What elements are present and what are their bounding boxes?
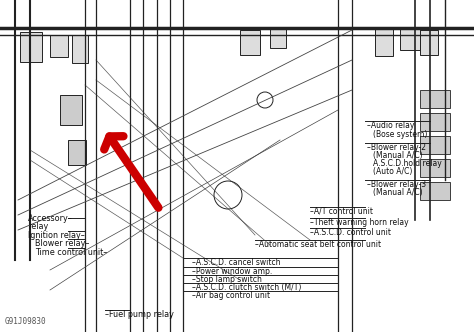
FancyBboxPatch shape bbox=[400, 28, 420, 50]
Text: –A.S.C.D. cancel switch: –A.S.C.D. cancel switch bbox=[192, 258, 281, 267]
Text: Ignition relay–: Ignition relay– bbox=[28, 231, 85, 240]
Text: –A/T control unit: –A/T control unit bbox=[310, 207, 373, 216]
Text: –Audio relay: –Audio relay bbox=[367, 121, 414, 130]
Text: –Air bag control unit: –Air bag control unit bbox=[192, 291, 270, 300]
Text: –A.S.C.D. control unit: –A.S.C.D. control unit bbox=[310, 228, 391, 237]
Text: –Blower relay-2: –Blower relay-2 bbox=[367, 143, 426, 152]
Text: G91J09830: G91J09830 bbox=[5, 317, 46, 326]
FancyBboxPatch shape bbox=[420, 113, 450, 131]
Text: relay: relay bbox=[28, 222, 48, 231]
Text: (Manual A/C): (Manual A/C) bbox=[373, 188, 423, 197]
Text: –A.S.C.D. clutch switch (M/T): –A.S.C.D. clutch switch (M/T) bbox=[192, 283, 301, 292]
Text: Blower relay–: Blower relay– bbox=[35, 239, 90, 248]
Text: –Automatic seat belt control unit: –Automatic seat belt control unit bbox=[255, 240, 381, 249]
FancyBboxPatch shape bbox=[270, 28, 286, 48]
FancyBboxPatch shape bbox=[420, 159, 450, 177]
Text: (Bose system): (Bose system) bbox=[373, 130, 428, 139]
Text: –Stop lamp switch: –Stop lamp switch bbox=[192, 275, 262, 284]
Text: Time control unit–: Time control unit– bbox=[35, 248, 107, 257]
Text: (Manual A/C): (Manual A/C) bbox=[373, 151, 423, 160]
FancyBboxPatch shape bbox=[375, 28, 393, 56]
FancyBboxPatch shape bbox=[68, 140, 86, 165]
Text: –Fuel pump relay: –Fuel pump relay bbox=[105, 310, 174, 319]
FancyBboxPatch shape bbox=[420, 30, 438, 55]
FancyBboxPatch shape bbox=[72, 35, 88, 63]
Text: –Power window amp.: –Power window amp. bbox=[192, 267, 272, 276]
FancyBboxPatch shape bbox=[20, 32, 42, 62]
FancyBboxPatch shape bbox=[240, 30, 260, 55]
FancyBboxPatch shape bbox=[50, 35, 68, 57]
Text: (Auto A/C): (Auto A/C) bbox=[373, 167, 412, 176]
FancyBboxPatch shape bbox=[420, 90, 450, 108]
Text: –Blower relay-3: –Blower relay-3 bbox=[367, 180, 426, 189]
Text: A.S.C.D.hold relay: A.S.C.D.hold relay bbox=[373, 159, 442, 168]
Text: –Theft warning horn relay: –Theft warning horn relay bbox=[310, 218, 409, 227]
Text: Accessory–: Accessory– bbox=[28, 214, 73, 223]
FancyBboxPatch shape bbox=[60, 95, 82, 125]
FancyBboxPatch shape bbox=[420, 182, 450, 200]
FancyBboxPatch shape bbox=[420, 136, 450, 154]
